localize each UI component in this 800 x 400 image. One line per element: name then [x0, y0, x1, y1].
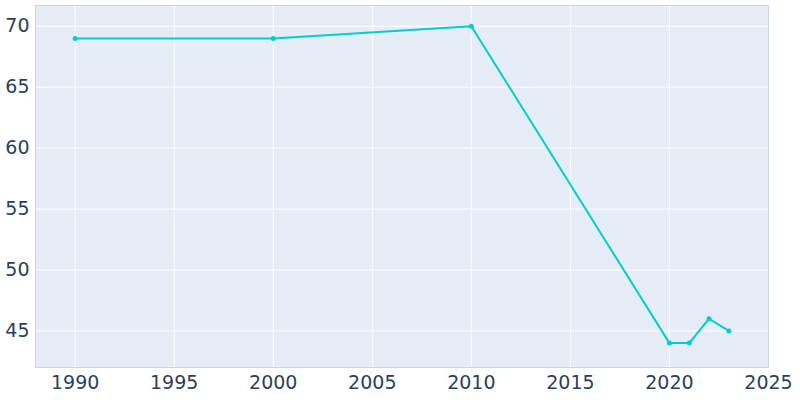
svg-text:45: 45 — [5, 319, 29, 341]
svg-text:65: 65 — [5, 75, 29, 97]
svg-text:55: 55 — [5, 197, 29, 219]
svg-text:1995: 1995 — [150, 371, 198, 393]
svg-text:50: 50 — [5, 258, 29, 280]
svg-text:1990: 1990 — [51, 371, 99, 393]
svg-text:2015: 2015 — [546, 371, 594, 393]
svg-text:60: 60 — [5, 136, 29, 158]
svg-text:70: 70 — [5, 14, 29, 36]
svg-text:2010: 2010 — [447, 371, 495, 393]
svg-text:2000: 2000 — [249, 371, 297, 393]
svg-text:2020: 2020 — [645, 371, 693, 393]
svg-text:2005: 2005 — [348, 371, 396, 393]
svg-text:2025: 2025 — [744, 371, 792, 393]
